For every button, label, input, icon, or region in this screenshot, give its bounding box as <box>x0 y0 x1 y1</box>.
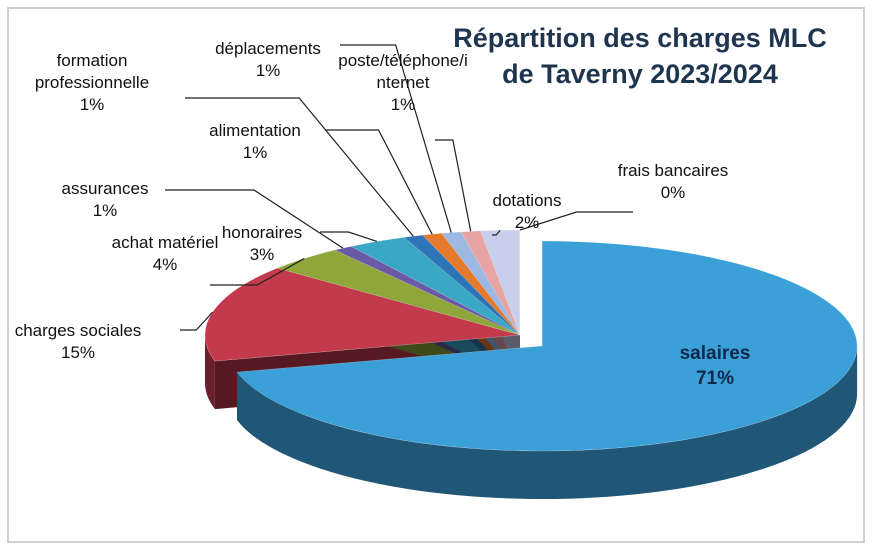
data-label: formation professionnelle 1% <box>22 50 162 116</box>
value-label: 15% <box>60 343 96 363</box>
leader-line <box>320 231 378 243</box>
leader-line <box>185 97 414 237</box>
category-label: alimentation <box>209 121 301 140</box>
slice <box>441 231 521 336</box>
value-label: 1% <box>390 95 416 115</box>
data-label: honoraires 3% <box>202 222 322 266</box>
category-label: charges sociales <box>14 321 142 340</box>
data-label: assurances 1% <box>40 178 170 222</box>
category-label: assurances <box>61 179 149 198</box>
slice <box>236 240 858 452</box>
category-label: poste/téléphone/internet <box>338 51 468 93</box>
data-label: déplacements 1% <box>193 38 343 82</box>
category-label: honoraires <box>221 223 303 242</box>
category-label: achat matériel <box>111 233 219 252</box>
leader-line <box>180 311 214 331</box>
value-label: 0% <box>660 183 686 203</box>
slice <box>350 237 521 336</box>
leader-line <box>325 129 433 235</box>
value-label: 3% <box>249 245 275 265</box>
data-label: frais bancaires 0% <box>613 160 733 204</box>
data-label: dotations 2% <box>472 190 582 234</box>
data-label: achat matériel 4% <box>105 232 225 276</box>
data-label: charges sociales 15% <box>13 320 143 364</box>
slice-side <box>237 346 858 500</box>
category-label: salaires <box>679 343 751 364</box>
leader-line <box>435 139 472 232</box>
value-label: 1% <box>255 61 281 81</box>
value-label: 1% <box>92 201 118 221</box>
leader-line <box>210 257 305 286</box>
slice-side <box>205 335 215 410</box>
slice <box>460 230 521 336</box>
leader-line <box>340 44 452 233</box>
value-label: 1% <box>242 143 268 163</box>
category-label: déplacements <box>215 39 321 58</box>
slice <box>422 233 521 336</box>
leader-line <box>492 229 501 236</box>
slice <box>334 246 521 336</box>
category-label: dotations <box>492 191 562 210</box>
value-label: 1% <box>79 95 105 115</box>
category-label: formation professionnelle <box>34 51 150 93</box>
leader-line <box>519 211 633 231</box>
leader-line <box>165 189 344 249</box>
category-label: frais bancaires <box>617 161 729 180</box>
value-label: 2% <box>514 213 540 233</box>
slice <box>204 267 521 362</box>
data-label: alimentation 1% <box>185 120 325 164</box>
data-label: poste/téléphone/internet 1% <box>338 50 468 116</box>
data-label: salaires 71% <box>655 342 775 391</box>
chart-title: Répartition des charges MLC de Taverny 2… <box>453 23 827 90</box>
value-label: 71% <box>695 367 735 389</box>
value-label: 4% <box>152 255 178 275</box>
slice <box>276 249 521 336</box>
